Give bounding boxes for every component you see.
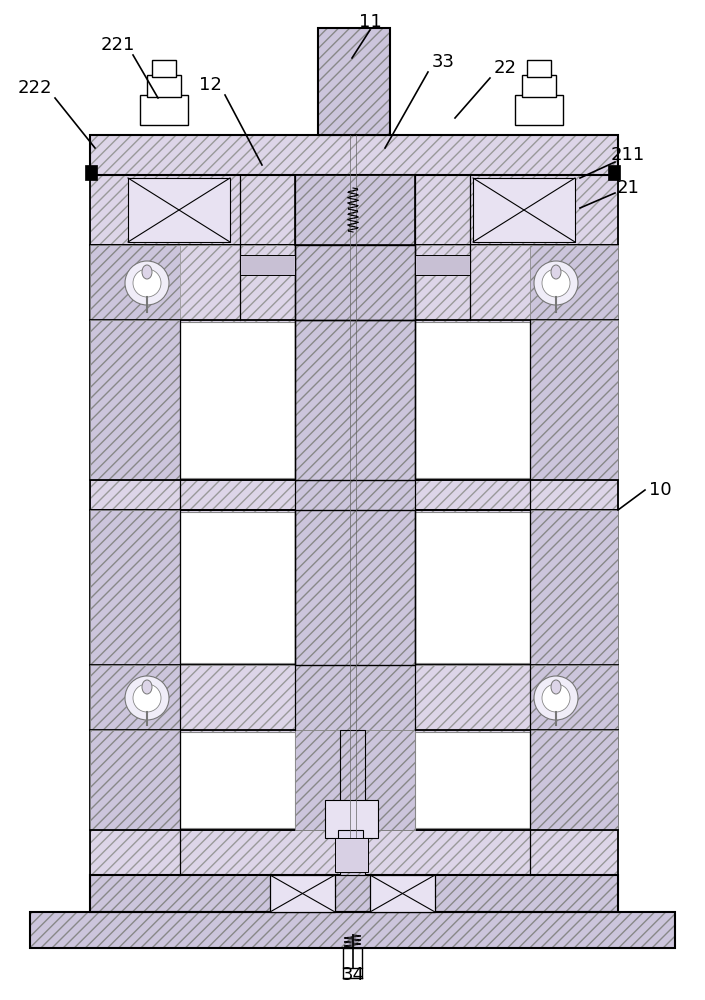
Bar xyxy=(530,510,618,665)
Bar xyxy=(90,665,180,730)
Bar xyxy=(415,512,530,663)
Bar xyxy=(90,175,618,245)
Bar xyxy=(343,948,362,968)
Bar xyxy=(338,830,363,855)
Bar xyxy=(340,730,365,875)
Bar xyxy=(90,730,618,830)
Bar xyxy=(90,875,618,912)
Bar xyxy=(90,665,618,730)
Bar xyxy=(85,165,97,180)
Bar xyxy=(30,912,675,948)
Bar xyxy=(90,245,180,320)
Bar xyxy=(90,135,618,175)
Bar xyxy=(318,28,390,135)
Text: 211: 211 xyxy=(611,146,645,164)
Bar xyxy=(473,178,575,242)
Bar xyxy=(415,245,530,320)
Text: 11: 11 xyxy=(359,13,381,31)
Bar xyxy=(530,245,618,320)
Circle shape xyxy=(542,684,570,712)
Bar xyxy=(522,75,556,97)
Bar xyxy=(530,320,618,480)
Ellipse shape xyxy=(142,680,152,694)
Bar xyxy=(90,730,180,830)
Ellipse shape xyxy=(142,265,152,279)
Bar xyxy=(152,60,176,77)
Bar xyxy=(295,480,415,510)
Bar xyxy=(325,800,378,838)
Bar xyxy=(318,28,390,135)
Text: 221: 221 xyxy=(101,36,135,54)
Circle shape xyxy=(133,684,161,712)
Bar xyxy=(295,175,415,245)
Circle shape xyxy=(534,676,578,720)
Text: 10: 10 xyxy=(649,481,671,499)
Bar xyxy=(295,320,415,480)
Bar xyxy=(295,245,415,320)
Bar xyxy=(415,732,530,828)
Bar xyxy=(180,245,295,320)
Text: 22: 22 xyxy=(493,59,517,77)
Bar xyxy=(90,135,618,175)
Bar xyxy=(90,730,618,830)
Circle shape xyxy=(133,269,161,297)
Bar xyxy=(180,732,295,828)
Bar xyxy=(90,510,618,665)
Text: 33: 33 xyxy=(431,53,455,71)
Bar xyxy=(295,245,415,320)
Bar xyxy=(370,875,435,912)
Bar xyxy=(335,838,368,872)
Bar xyxy=(270,875,335,912)
Ellipse shape xyxy=(551,680,561,694)
Circle shape xyxy=(125,261,169,305)
Bar xyxy=(180,512,295,663)
Bar xyxy=(415,255,470,275)
Bar xyxy=(295,510,415,665)
Bar xyxy=(515,95,563,125)
Bar xyxy=(90,480,618,510)
Bar xyxy=(90,510,180,665)
Bar xyxy=(415,322,530,478)
Bar xyxy=(415,665,530,730)
Bar xyxy=(90,875,618,912)
Circle shape xyxy=(534,261,578,305)
Bar xyxy=(90,665,618,730)
Bar xyxy=(240,255,295,275)
Bar xyxy=(147,75,181,97)
Circle shape xyxy=(542,269,570,297)
Bar xyxy=(128,178,230,242)
Bar xyxy=(530,730,618,830)
Bar xyxy=(295,175,415,245)
Bar xyxy=(295,320,415,480)
Bar xyxy=(90,245,618,320)
Bar xyxy=(30,912,675,948)
Bar xyxy=(180,665,295,730)
Bar xyxy=(90,830,618,875)
Ellipse shape xyxy=(551,265,561,279)
Bar xyxy=(90,480,618,510)
Bar xyxy=(90,320,618,480)
Bar xyxy=(295,510,415,665)
Bar xyxy=(530,665,618,730)
Bar xyxy=(90,320,618,480)
Circle shape xyxy=(125,676,169,720)
Bar xyxy=(90,175,618,245)
Bar xyxy=(90,245,618,320)
Bar xyxy=(90,830,618,875)
Bar xyxy=(608,165,620,180)
Text: 34: 34 xyxy=(341,966,364,984)
Bar xyxy=(340,730,365,875)
Bar xyxy=(90,510,618,665)
Bar xyxy=(180,322,295,478)
Bar xyxy=(527,60,551,77)
Bar xyxy=(90,320,180,480)
Text: 21: 21 xyxy=(617,179,639,197)
Text: 12: 12 xyxy=(199,76,221,94)
Text: 222: 222 xyxy=(18,79,52,97)
Bar xyxy=(140,95,188,125)
Bar xyxy=(295,665,415,730)
Bar xyxy=(295,730,415,830)
